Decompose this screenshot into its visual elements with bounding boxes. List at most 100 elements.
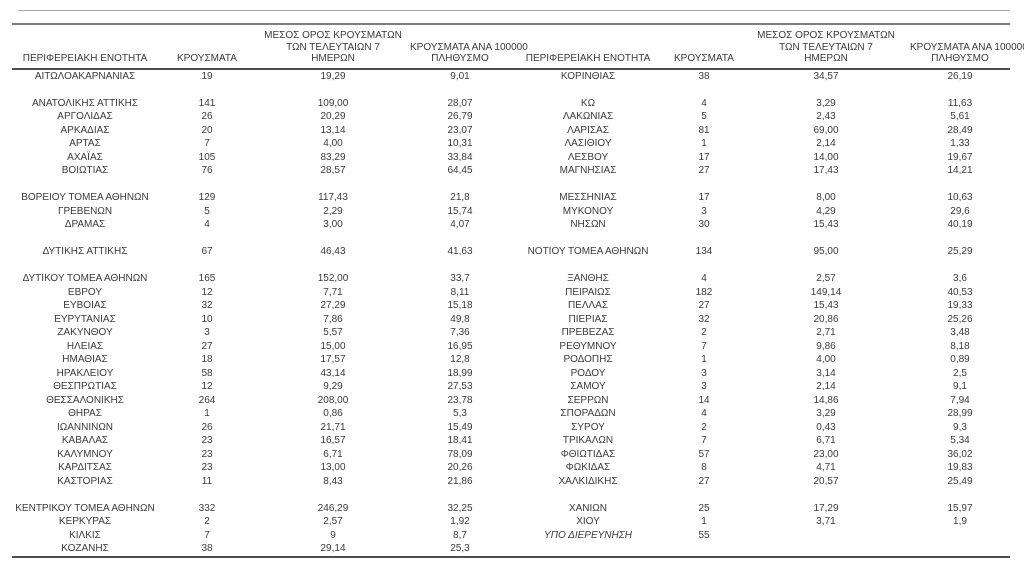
- left-region-cell: ΑΙΤΩΛΟΑΚΑΡΝΑΝΙΑΣ: [34, 70, 136, 82]
- table-row: [12, 488, 1010, 502]
- right-avg7-cell: 95,00: [813, 246, 839, 257]
- left-per100k-cell: 1,92: [450, 516, 470, 527]
- left-cases-cell: 3: [204, 327, 210, 338]
- right-per100k-cell: 3,48: [950, 327, 970, 338]
- table-row: ΑΡΤΑΣ 7 4,00 10,31 ΛΑΣΙΘΙΟΥ 1 2,14 1,33: [12, 137, 1010, 151]
- left-region-cell: ΑΡΚΑΔΙΑΣ: [60, 124, 110, 136]
- right-avg7-cell: 23,00: [813, 448, 839, 460]
- left-region-cell: ΗΜΑΘΙΑΣ: [62, 354, 108, 365]
- left-per100k-cell: [410, 83, 510, 97]
- header-region-left: ΠΕΡΙΦΕΡΕΙΑΚΗ ΕΝΟΤΗΤΑ: [12, 30, 158, 70]
- header-per100k-left: ΚΡΟΥΣΜΑΤΑ ΑΝΑ 100000 ΠΛΗΘΥΣΜΟ: [410, 30, 528, 70]
- right-cases-cell: 25: [698, 502, 710, 514]
- left-avg7-cell: 8,43: [323, 475, 343, 487]
- left-region-cell: [12, 178, 158, 192]
- left-region-cell: ΒΟΙΩΤΙΑΣ: [61, 165, 109, 176]
- left-per100k-cell: 25,3: [450, 543, 470, 554]
- left-cases-cell: [158, 488, 256, 502]
- right-cases-cell: 1: [701, 354, 707, 365]
- right-region-cell: ΦΩΚΙΔΑΣ: [565, 462, 611, 473]
- left-avg7-cell: 6,71: [323, 448, 343, 460]
- right-per100k-cell: 10,63: [947, 192, 973, 203]
- left-cases-cell: 27: [201, 340, 213, 352]
- left-avg7-cell: 117,43: [318, 192, 348, 203]
- left-per100k-cell: 21,8: [450, 192, 470, 203]
- left-region-cell: [12, 259, 158, 273]
- left-avg7-cell: 27,29: [320, 300, 346, 311]
- right-cases-cell: 182: [695, 286, 713, 298]
- header-cases-right: ΚΡΟΥΣΜΑΤΑ: [666, 30, 742, 70]
- right-cases-cell: 5: [701, 111, 707, 122]
- left-region-cell: [12, 232, 158, 246]
- left-avg7-cell: 13,14: [320, 124, 346, 136]
- table-row: [12, 259, 1010, 273]
- right-per100k-cell: 1,33: [950, 138, 970, 149]
- left-region-cell: ΚΙΛΚΙΣ: [69, 529, 101, 541]
- table-row: ΑΡΚΑΔΙΑΣ 20 13,14 23,07 ΛΑΡΙΣΑΣ 81 69,00 28,49: [12, 124, 1010, 138]
- right-per100k-cell: 7,94: [950, 394, 970, 406]
- right-region-cell: ΣΕΡΡΩΝ: [567, 394, 609, 406]
- left-per100k-cell: 21,86: [447, 475, 473, 487]
- left-avg7-cell: 20,29: [320, 111, 346, 122]
- table-row: ΘΕΣΠΡΩΤΙΑΣ 12 9,29 27,53 ΣΑΜΟΥ 3 2,14 9,1: [12, 380, 1010, 394]
- right-cases-cell: 27: [698, 165, 710, 176]
- left-per100k-cell: 8,7: [453, 529, 467, 541]
- right-avg7-cell: 3,29: [816, 97, 836, 109]
- right-region-cell: ΛΕΣΒΟΥ: [567, 151, 609, 163]
- right-cases-cell: 1: [701, 138, 707, 149]
- right-per100k-cell: 19,67: [947, 151, 973, 163]
- left-avg7-cell: [256, 259, 410, 273]
- right-region-cell: ΜΥΚΟΝΟΥ: [562, 205, 614, 217]
- right-region-cell: ΜΑΓΝΗΣΙΑΣ: [559, 165, 617, 176]
- left-avg7-cell: 21,71: [320, 421, 346, 433]
- right-region-cell: ΚΟΡΙΝΘΙΑΣ: [560, 70, 616, 82]
- left-per100k-cell: 23,07: [447, 124, 473, 136]
- left-cases-cell: 1: [204, 408, 210, 419]
- left-avg7-cell: 7,71: [323, 286, 343, 298]
- table-row: ΚΕΝΤΡΙΚΟΥ ΤΟΜΕΑ ΑΘΗΝΩΝ 332 246,29 32,25 ΧΑΝΙ…: [12, 502, 1010, 516]
- header-region-right: ΠΕΡΙΦΕΡΕΙΑΚΗ ΕΝΟΤΗΤΑ: [510, 30, 666, 70]
- left-region-cell: ΔΥΤΙΚΗΣ ΑΤΤΙΚΗΣ: [42, 246, 128, 257]
- right-avg7-cell: 34,57: [813, 70, 839, 82]
- right-cases-cell: 3: [701, 381, 707, 392]
- regional-cases-table: ΠΕΡΙΦΕΡΕΙΑΚΗ ΕΝΟΤΗΤΑ ΚΡΟΥΣΜΑΤΑ ΜΕΣΟΣ ΟΡΟ…: [12, 30, 1024, 558]
- right-avg7-cell: [742, 232, 910, 246]
- table-row: ΖΑΚΥΝΘΟΥ 3 5,57 7,36 ΠΡΕΒΕΖΑΣ 2 2,71 3,48: [12, 326, 1010, 340]
- right-cases-cell: 134: [695, 246, 713, 257]
- right-per100k-cell: 9,3: [953, 421, 967, 433]
- right-cases-cell: 3: [701, 367, 707, 379]
- left-avg7-cell: 3,00: [323, 219, 343, 230]
- right-cases-cell: [666, 83, 742, 97]
- header-per100k-right: ΚΡΟΥΣΜΑΤΑ ΑΝΑ 100000 ΠΛΗΘΥΣΜΟ: [910, 30, 1024, 70]
- table-row: ΑΡΓΟΛΙΔΑΣ 26 20,29 26,79 ΛΑΚΩΝΙΑΣ 5 2,43 5,61: [12, 110, 1010, 124]
- left-cases-cell: 129: [198, 192, 216, 203]
- right-avg7-cell: 69,00: [813, 124, 839, 136]
- left-region-cell: ΚΑΡΔΙΤΣΑΣ: [58, 462, 112, 473]
- left-avg7-cell: [256, 178, 410, 192]
- left-per100k-cell: 78,09: [447, 448, 473, 460]
- left-cases-cell: 11: [201, 475, 213, 487]
- right-region-cell: ΠΙΕΡΙΑΣ: [568, 313, 608, 325]
- right-region-cell: ΠΕΙΡΑΙΩΣ: [565, 286, 611, 298]
- left-region-cell: ΗΡΑΚΛΕΙΟΥ: [56, 367, 114, 379]
- left-region-cell: ΕΥΡΥΤΑΝΙΑΣ: [54, 313, 116, 325]
- right-per100k-cell: 28,49: [947, 124, 973, 136]
- right-per100k-cell: [910, 488, 1010, 502]
- table-row: ΑΝΑΤΟΛΙΚΗΣ ΑΤΤΙΚΗΣ 141 109,00 28,07 ΚΩ 4 3,29 1…: [12, 97, 1010, 111]
- table-row: ΚΑΡΔΙΤΣΑΣ 23 13,00 20,26 ΦΩΚΙΔΑΣ 8 4,71 19,83: [12, 461, 1010, 475]
- left-cases-cell: 18: [201, 354, 213, 365]
- left-avg7-cell: 16,57: [320, 435, 346, 446]
- left-avg7-cell: [256, 83, 410, 97]
- right-per100k-cell: 15,97: [947, 502, 973, 514]
- right-avg7-cell: [742, 529, 910, 543]
- right-avg7-cell: 3,14: [816, 367, 836, 379]
- left-per100k-cell: [410, 232, 510, 246]
- left-avg7-cell: 7,86: [323, 313, 343, 325]
- right-cases-cell: [666, 488, 742, 502]
- right-avg7-cell: [742, 488, 910, 502]
- right-avg7-cell: [742, 178, 910, 192]
- left-per100k-cell: 41,63: [447, 246, 473, 257]
- left-region-cell: ΑΝΑΤΟΛΙΚΗΣ ΑΤΤΙΚΗΣ: [31, 97, 139, 109]
- left-avg7-cell: 152,00: [317, 273, 349, 284]
- left-avg7-cell: 17,57: [320, 354, 346, 365]
